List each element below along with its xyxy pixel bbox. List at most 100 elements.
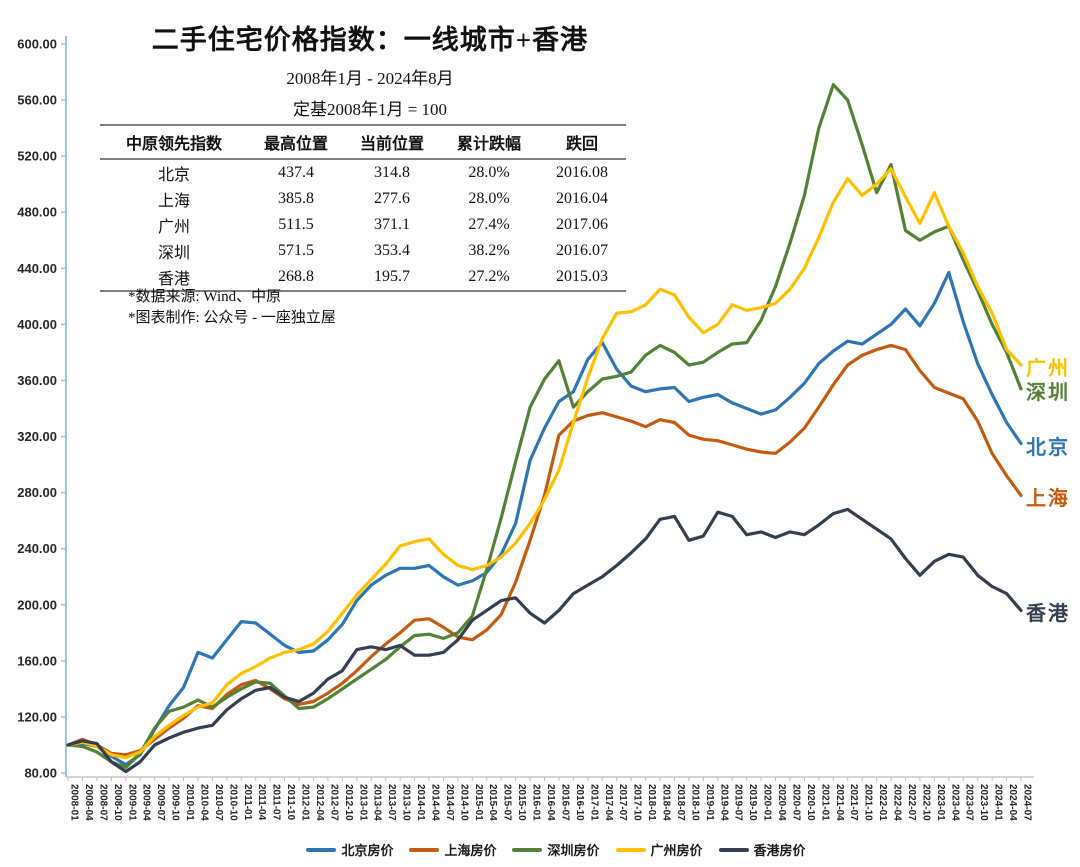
x-tick-label: 2019-10 [747, 784, 758, 821]
y-tick-label: 200.00 [17, 597, 57, 612]
cell: 511.5 [278, 216, 314, 233]
cell: 上海 [157, 193, 190, 210]
cell: 2016.04 [556, 190, 608, 207]
legend-item-guangzhou: 广州房价 [615, 840, 703, 859]
legend-label: 香港房价 [753, 843, 806, 858]
x-tick-label: 2015-07 [502, 784, 513, 821]
x-tick-label: 2012-04 [314, 784, 325, 821]
x-tick-label: 2013-07 [386, 784, 397, 821]
x-tick-label: 2015-01 [473, 784, 484, 821]
legend-swatch-shenzhen [512, 847, 543, 852]
cell: 277.6 [374, 190, 410, 207]
legend-label: 深圳房价 [547, 843, 600, 858]
series-line-香港 [66, 507, 1023, 774]
legend-swatch-beijing [306, 847, 337, 852]
cell: 27.2% [468, 268, 510, 285]
x-tick-label: 2012-10 [343, 784, 354, 821]
legend-label: 北京房价 [341, 843, 394, 858]
cell: 北京 [157, 167, 190, 184]
summary-table: 中原领先指数 最高位置 当前位置 累计跌幅 跌回 北京 437.4 314.8 28.… [100, 124, 626, 292]
x-tick-label: 2023-04 [949, 784, 960, 821]
x-tick-label: 2018-10 [689, 784, 700, 821]
x-tick-label: 2010-07 [213, 784, 224, 821]
series-line-广州 [66, 167, 1023, 760]
x-tick-label: 2009-07 [155, 784, 166, 821]
y-tick-label: 280.00 [17, 485, 57, 500]
x-tick-label: 2018-01 [646, 784, 657, 821]
x-tick-label: 2011-07 [271, 784, 282, 821]
legend-swatch-shanghai [409, 847, 440, 852]
footnote-author: *图表制作: 公众号 - 一座独立屋 [128, 310, 336, 326]
x-tick-label: 2024-07 [1022, 784, 1033, 821]
x-tick-label: 2011-04 [256, 784, 267, 821]
cell: 香港 [157, 271, 190, 288]
x-tick-label: 2015-04 [487, 784, 498, 821]
col-header-current: 当前位置 [344, 125, 440, 160]
x-tick-label: 2011-10 [285, 784, 296, 821]
col-header-drawdown: 累计跌幅 [440, 125, 538, 160]
x-tick-label: 2010-10 [227, 784, 238, 821]
cell: 2016.07 [556, 242, 608, 259]
table-row-shenzhen: 深圳 571.5 353.4 38.2% 2016.07 [100, 238, 626, 264]
x-tick-label: 2021-01 [819, 784, 830, 821]
x-tick-label: 2016-04 [545, 784, 556, 821]
x-tick-label: 2024-01 [993, 784, 1004, 821]
cell: 深圳 [157, 245, 190, 262]
y-tick-label: 600.00 [17, 37, 57, 52]
cell: 437.4 [278, 164, 314, 181]
x-tick-label: 2017-04 [603, 784, 614, 821]
x-tick-label: 2017-01 [588, 784, 599, 821]
legend-swatch-hongkong [718, 847, 749, 852]
title-block: 二手住宅价格指数：一线城市+香港 2008年1月 - 2024年8月 定基200… [60, 18, 680, 120]
x-tick-label: 2021-04 [834, 784, 845, 821]
chart-legend: 北京房价 上海房价 深圳房价 广州房价 香港房价 [66, 840, 1046, 859]
x-tick-label: 2023-10 [978, 784, 989, 821]
y-tick-label: 400.00 [17, 317, 57, 332]
series-end-label-shenzhen: 深圳 [1026, 381, 1070, 404]
y-tick-label: 320.00 [17, 429, 57, 444]
x-tick-label: 2021-10 [863, 784, 874, 821]
x-tick-label: 2020-04 [776, 784, 787, 821]
x-tick-label: 2020-01 [762, 784, 773, 821]
cell: 广州 [157, 219, 190, 236]
y-tick-label: 560.00 [17, 93, 57, 108]
legend-item-shanghai: 上海房价 [409, 840, 496, 859]
footnotes: *数据来源: Wind、中原 *图表制作: 公众号 - 一座独立屋 [128, 287, 336, 329]
x-tick-label: 2022-04 [892, 784, 903, 821]
x-tick-label: 2024-04 [1007, 784, 1018, 821]
x-tick-label: 2020-07 [790, 784, 801, 821]
subtitle-base: 定基2008年1月 = 100 [292, 100, 448, 119]
cell: 268.8 [278, 268, 314, 285]
y-tick-label: 240.00 [17, 541, 57, 556]
x-tick-label: 2015-10 [516, 784, 527, 821]
y-tick-label: 80.00 [24, 766, 57, 781]
col-header-fallback: 跌回 [538, 125, 626, 160]
cell: 371.1 [374, 216, 410, 233]
x-tick-label: 2019-07 [733, 784, 744, 821]
x-tick-label: 2021-07 [848, 784, 859, 821]
x-tick-label: 2011-01 [242, 784, 253, 821]
x-tick-label: 2023-07 [964, 784, 975, 821]
x-tick-label: 2019-04 [718, 784, 729, 821]
cell: 2017.06 [556, 216, 608, 233]
x-tick-label: 2013-01 [357, 784, 368, 821]
col-header-index: 中原领先指数 [100, 125, 248, 160]
cell: 28.0% [468, 164, 510, 181]
x-tick-label: 2014-01 [415, 784, 426, 821]
x-tick-label: 2017-10 [632, 784, 643, 821]
legend-swatch-guangzhou [615, 847, 646, 852]
series-end-label-shanghai: 上海 [1026, 488, 1070, 511]
series-line-北京 [66, 270, 1023, 767]
page-title: 二手住宅价格指数：一线城市+香港 [151, 25, 589, 55]
cell: 195.7 [374, 268, 410, 285]
x-tick-label: 2019-01 [704, 784, 715, 821]
x-tick-label: 2009-01 [126, 784, 137, 821]
table-row-shanghai: 上海 385.8 277.6 28.0% 2016.04 [100, 186, 626, 212]
x-tick-label: 2016-01 [531, 784, 542, 821]
y-tick-label: 160.00 [17, 653, 57, 668]
cell: 27.4% [468, 216, 510, 233]
x-tick-label: 2014-07 [444, 784, 455, 821]
x-tick-label: 2017-07 [617, 784, 628, 821]
